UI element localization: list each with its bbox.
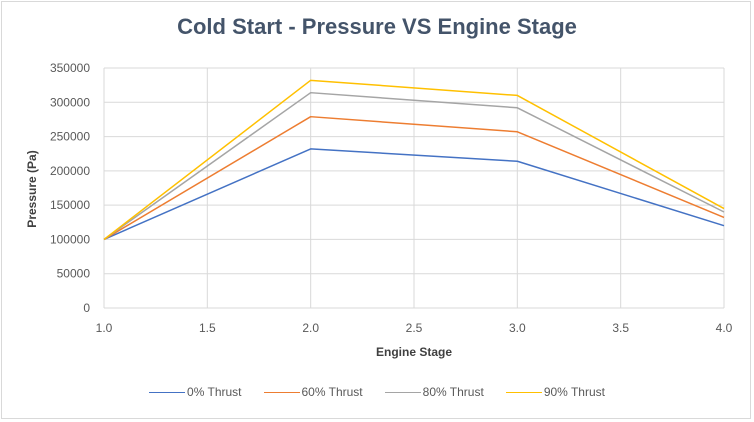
gridlines xyxy=(103,67,725,309)
legend-label: 60% Thrust xyxy=(301,385,363,399)
legend-label: 90% Thrust xyxy=(543,385,605,399)
series-line-80-thrust xyxy=(103,91,725,241)
legend-item: 0% Thrust xyxy=(149,385,242,399)
x-tick-label: 1.5 xyxy=(199,321,216,335)
y-tick-label: 100000 xyxy=(50,232,90,246)
legend-item: 80% Thrust xyxy=(384,385,484,399)
series-line-60-thrust xyxy=(103,115,725,241)
series-line-90-thrust xyxy=(103,79,725,241)
y-tick-label: 350000 xyxy=(50,61,90,75)
y-axis-title: Pressure (Pa) xyxy=(25,150,39,227)
legend-swatch xyxy=(384,391,421,393)
x-tick-label: 2.0 xyxy=(302,321,319,335)
y-tick-label: 50000 xyxy=(57,267,91,281)
x-tick-label: 3.0 xyxy=(509,321,526,335)
legend-item: 90% Thrust xyxy=(505,385,605,399)
x-tick-labels: 1.0 1.5 2.0 2.5 3.0 3.5 4.0 xyxy=(96,321,733,335)
legend-swatch xyxy=(505,391,542,393)
y-tick-label: 300000 xyxy=(50,95,90,109)
y-tick-label: 250000 xyxy=(50,130,90,144)
x-axis-title: Engine Stage xyxy=(376,345,452,359)
legend-label: 0% Thrust xyxy=(187,385,242,399)
x-tick-label: 4.0 xyxy=(716,321,733,335)
y-tick-labels: 0 50000 100000 150000 200000 250000 300000 3500… xyxy=(50,61,90,315)
x-tick-label: 3.5 xyxy=(612,321,629,335)
legend-swatch xyxy=(263,391,300,393)
y-tick-label: 0 xyxy=(83,301,90,315)
legend-label: 80% Thrust xyxy=(422,385,484,399)
legend-swatch xyxy=(149,391,186,393)
chart-legend: 0% Thrust 60% Thrust 80% Thrust 90% Thrust xyxy=(0,385,754,399)
legend-item: 60% Thrust xyxy=(263,385,363,399)
series-line-0-thrust xyxy=(103,148,725,241)
series-lines xyxy=(103,79,725,241)
x-tick-label: 2.5 xyxy=(406,321,423,335)
chart-title: Cold Start - Pressure VS Engine Stage xyxy=(177,14,577,39)
x-tick-label: 1.0 xyxy=(96,321,113,335)
y-tick-label: 200000 xyxy=(50,164,90,178)
y-tick-label: 150000 xyxy=(50,198,90,212)
